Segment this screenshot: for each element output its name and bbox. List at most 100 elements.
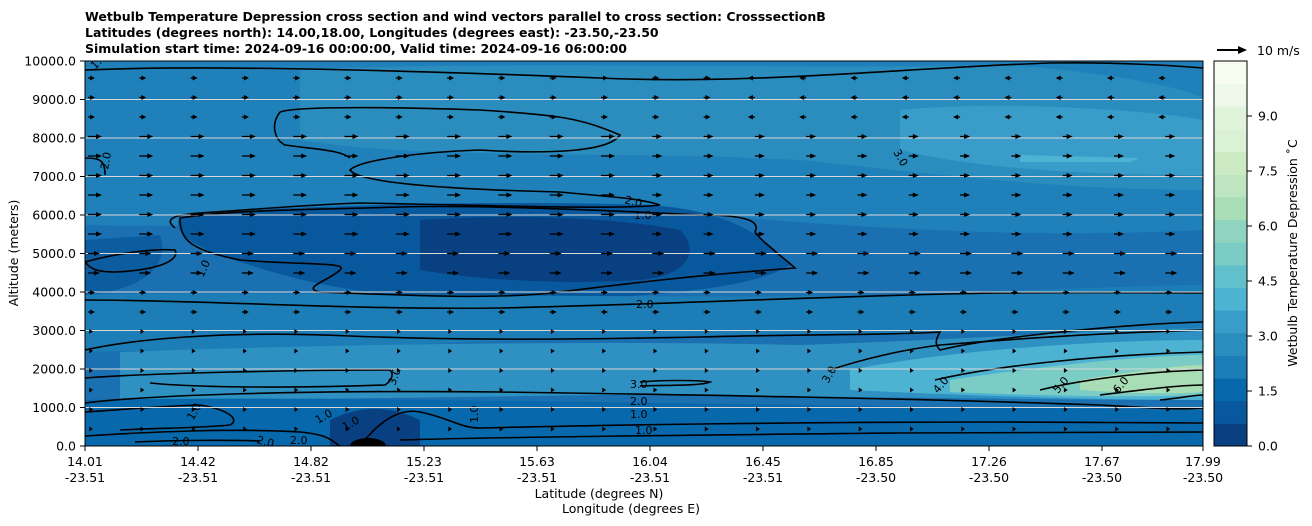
wind-vector-head <box>448 329 453 334</box>
wind-vector-head <box>557 153 564 159</box>
wind-vector-head <box>656 134 663 139</box>
wind-vector-head <box>198 153 205 159</box>
wind-vector-head <box>455 153 462 159</box>
wind-vector-head <box>760 251 767 256</box>
wind-vector-head <box>1169 212 1176 217</box>
field-region <box>85 235 163 295</box>
wind-vector-head <box>807 407 812 412</box>
wind-vector-head <box>89 329 93 334</box>
colorbar-segment <box>1214 174 1247 198</box>
wind-vector-head <box>1115 348 1119 354</box>
wind-vector-head <box>90 290 95 295</box>
wind-vector-head <box>964 192 971 198</box>
wind-vector-head <box>1120 270 1126 276</box>
x-tick-label-lat: 14.42 <box>180 454 216 469</box>
x-tick-label-lon: -23.51 <box>517 470 557 485</box>
wind-vector-head <box>350 251 357 256</box>
wind-vector-head <box>799 75 805 81</box>
wind-vector-head <box>1015 153 1022 159</box>
wind-vector-head <box>953 75 959 81</box>
wind-vector-head <box>807 329 812 334</box>
wind-vector-head <box>557 134 564 139</box>
wind-vector-head <box>499 348 504 354</box>
x-tick-label-lat: 17.26 <box>971 454 1007 469</box>
wind-vector-head <box>859 309 865 315</box>
colorbar-ticks: 0.0 1.5 3.0 4.5 6.0 7.5 9.0 <box>1247 109 1278 454</box>
wind-vector-head <box>294 329 299 334</box>
wind-vector-head <box>1012 348 1017 354</box>
wind-vector-head <box>397 329 401 334</box>
x-tick-label-lon: -23.50 <box>856 470 896 485</box>
wind-vector-head <box>758 212 765 217</box>
colorbar-segment <box>1214 83 1247 107</box>
wind-vector-head <box>192 75 198 81</box>
wind-vector-head <box>243 387 247 393</box>
wind-vector-head <box>912 153 919 159</box>
x-tick-label-lat: 15.63 <box>519 454 555 469</box>
wind-vector-head <box>449 114 455 120</box>
wind-vector-head <box>807 368 812 373</box>
wind-vector-head <box>198 231 205 237</box>
field-region <box>1020 155 1140 162</box>
wind-vector-head <box>499 329 504 334</box>
wind-vector-head <box>961 329 966 334</box>
wind-vector-head <box>191 329 196 334</box>
wind-vector-head <box>504 251 511 256</box>
wind-vector-head <box>147 212 154 217</box>
wind-vector-head <box>858 407 863 412</box>
wind-vector-head <box>1167 290 1173 295</box>
y-tick-label: 6000.0 <box>32 208 76 223</box>
wind-vector-head <box>140 329 145 334</box>
wind-vector-head <box>346 114 352 120</box>
wind-vector-head <box>147 192 154 198</box>
contour-label: 2.0 <box>172 435 190 448</box>
colorbar-tick-label: 4.5 <box>1258 274 1278 289</box>
wind-vector-head <box>1015 231 1022 237</box>
contour-label: 1.0 <box>468 406 481 424</box>
wind-vector-head <box>243 348 247 354</box>
wind-vector-head <box>96 192 102 198</box>
wind-vector-head <box>243 407 247 412</box>
wind-vector-head <box>141 95 147 100</box>
wind-vector-head <box>756 290 762 295</box>
y-tick-label: 0.0 <box>56 439 76 454</box>
contour-label: 2.0 <box>98 151 114 170</box>
wind-vector-head <box>609 134 615 139</box>
wind-vector-head <box>1064 309 1070 315</box>
wind-vector-head <box>1171 251 1178 256</box>
wind-vector-head <box>858 329 863 334</box>
wind-vector-head <box>550 329 555 334</box>
quiver-key-label: 10 m/s <box>1257 43 1300 58</box>
wind-vector-head <box>1158 95 1164 100</box>
wind-vector-head <box>448 387 453 393</box>
wind-vector-head <box>345 329 350 334</box>
wind-vector-head <box>243 114 249 120</box>
wind-vector-head <box>352 134 359 139</box>
wind-vector-head <box>1012 329 1017 334</box>
wind-vector-head <box>448 407 453 412</box>
wind-vector-head <box>198 212 205 217</box>
wind-vector-head <box>705 75 711 81</box>
colorbar-segment <box>1214 400 1247 424</box>
wind-vector-head <box>747 95 753 100</box>
colorbar-tick-label: 0.0 <box>1258 439 1278 454</box>
wind-vector-head <box>653 329 658 334</box>
wind-vector-head <box>707 153 714 159</box>
colorbar-label: Wetbulb Temperature Depression ˚C <box>1285 139 1300 367</box>
wind-vector-head <box>910 426 914 432</box>
wind-vector-head <box>1064 290 1070 295</box>
wind-vector-head <box>1115 387 1119 393</box>
wind-vector-head <box>506 173 513 178</box>
wind-vector-head <box>1017 270 1024 276</box>
wind-vector-head <box>403 231 410 237</box>
y-tick-label: 4000.0 <box>32 285 76 300</box>
wind-vector-head <box>506 134 513 139</box>
wind-vector-head <box>603 290 608 295</box>
wind-vector-head <box>858 348 863 354</box>
wind-vector-head <box>602 387 606 393</box>
wind-vector-head <box>345 426 350 432</box>
wind-vector-head <box>656 212 663 217</box>
wind-vector-head <box>147 134 154 139</box>
wind-vector-head <box>500 75 506 81</box>
wind-vector-head <box>756 407 760 412</box>
